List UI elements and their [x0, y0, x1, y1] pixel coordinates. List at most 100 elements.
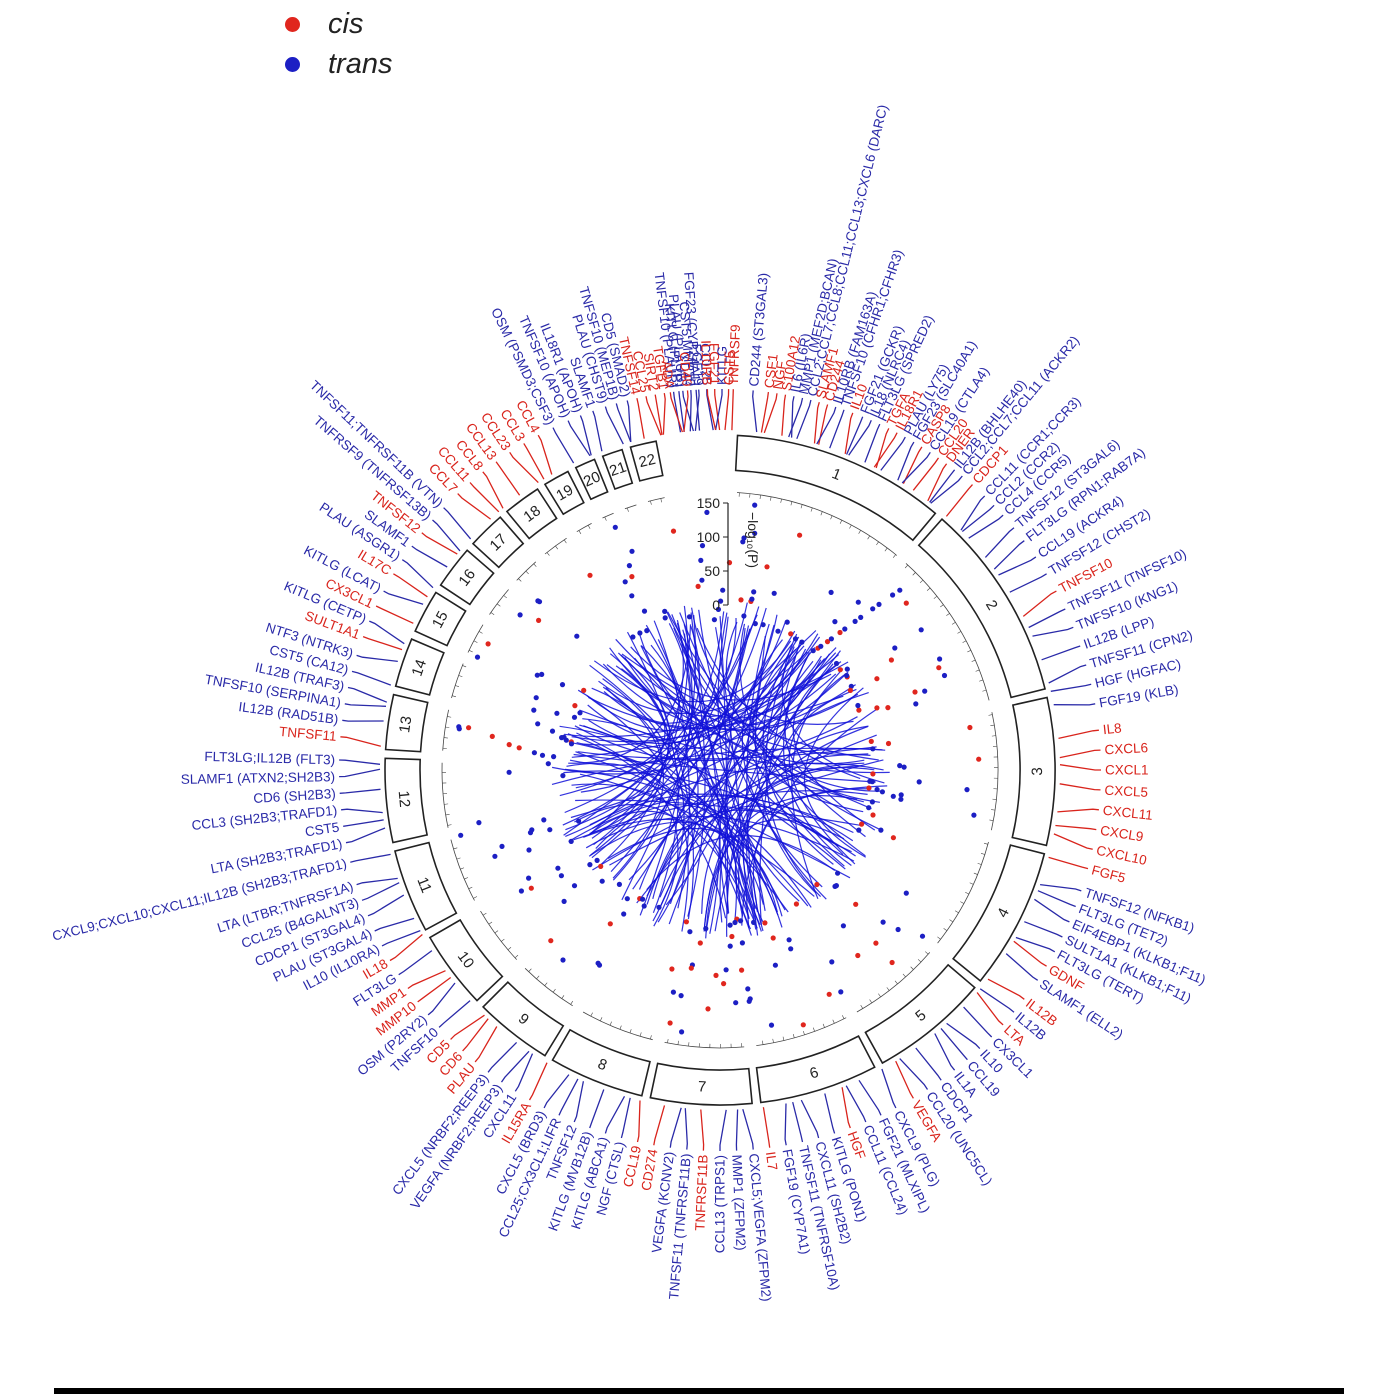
leader-line: [1048, 664, 1087, 684]
tick-mark: [989, 819, 994, 821]
leader-line: [592, 410, 603, 452]
leader-line: [792, 1101, 804, 1143]
tick-mark: [910, 966, 914, 970]
tick-mark: [462, 665, 467, 668]
tick-mark: [892, 554, 896, 558]
tick-mark: [518, 578, 522, 582]
leader-line: [841, 1087, 851, 1129]
tick-mark: [445, 726, 450, 728]
cis-point: [581, 687, 587, 694]
chromosome-segment-8: [551, 1028, 651, 1097]
trans-point: [549, 728, 556, 734]
trans-point: [641, 608, 648, 614]
trans-link: [746, 623, 770, 936]
leader-line: [1022, 590, 1057, 617]
trans-point: [622, 579, 628, 585]
tick-mark: [447, 716, 452, 718]
chromosome-label-18: 18: [521, 502, 545, 526]
trans-point: [561, 898, 567, 905]
trans-point: [752, 621, 758, 627]
trans-point: [751, 589, 757, 595]
cis-point: [670, 528, 677, 534]
trans-point: [971, 812, 977, 818]
cis-point: [912, 689, 918, 695]
tick-mark: [460, 867, 465, 870]
trans-dot-icon: [285, 56, 300, 72]
trans-point: [898, 796, 904, 802]
chromosome-segment-7: [649, 1062, 753, 1106]
leader-line: [1059, 783, 1101, 791]
trans-point: [818, 643, 824, 649]
tick-mark: [977, 862, 982, 865]
leader-line: [934, 1033, 956, 1071]
leader-line: [389, 934, 423, 962]
leader-line: [848, 420, 872, 456]
gene-label: CST5: [721, 350, 737, 385]
tick-arc-22: [647, 497, 665, 502]
trans-point: [554, 710, 560, 716]
tick-mark: [832, 1019, 835, 1024]
trans-point: [784, 619, 790, 625]
leader-line: [706, 389, 717, 431]
tick-mark: [667, 1038, 669, 1044]
tick-mark: [971, 659, 976, 662]
chromosome-segment-4: [952, 844, 1046, 982]
trans-links: [551, 602, 890, 939]
leader-line: [474, 1026, 498, 1063]
leader-line: [374, 917, 415, 932]
leader-line: [356, 654, 398, 663]
gene-label: CXCL6: [1104, 740, 1148, 757]
tick-mark: [983, 842, 988, 845]
leader-line: [342, 719, 384, 722]
trans-point: [559, 735, 565, 741]
trans-link: [668, 652, 837, 925]
trans-point: [704, 509, 710, 515]
trans-point: [829, 959, 835, 965]
tick-mark: [839, 520, 843, 524]
leader-line: [824, 1093, 836, 1134]
trans-point: [870, 746, 876, 752]
cis-point: [764, 564, 770, 570]
tick-mark: [639, 1032, 642, 1037]
trans-point: [964, 787, 970, 793]
leader-line: [573, 1081, 585, 1123]
leader-line: [760, 392, 770, 433]
cis-point: [729, 933, 735, 940]
leader-line: [724, 389, 730, 431]
leader-line: [899, 1058, 929, 1090]
trans-point: [499, 843, 505, 850]
trans-point: [527, 830, 534, 836]
chromosome-segment-22: [629, 440, 664, 482]
trans-link: [696, 627, 861, 780]
leader-line: [443, 507, 472, 540]
leader-line: [844, 412, 854, 454]
leader-line: [620, 1097, 631, 1139]
trans-link: [784, 654, 880, 803]
tick-mark: [967, 650, 972, 653]
trans-point: [630, 634, 636, 640]
tick-mark: [494, 930, 499, 934]
trans-point: [727, 922, 733, 928]
tick-mark: [445, 813, 450, 816]
chromosome-segment-3: [1011, 696, 1056, 847]
chromosome-segment-11: [393, 841, 458, 931]
cis-point: [788, 631, 794, 637]
trans-link: [575, 751, 851, 879]
trans-point: [858, 614, 864, 621]
cis-point: [797, 532, 803, 538]
trans-point: [880, 919, 886, 925]
leader-line: [636, 1100, 641, 1143]
leader-line: [1032, 626, 1074, 637]
trans-link: [626, 631, 695, 920]
tick-arc-8: [582, 1011, 653, 1041]
gene-label: CD40: [677, 351, 695, 387]
leader-line: [752, 390, 758, 433]
cis-point: [824, 639, 831, 645]
tick-mark: [772, 1038, 774, 1043]
trans-point: [644, 628, 650, 634]
trans-point: [916, 779, 922, 785]
trans-point: [629, 548, 635, 554]
y-tick-label: 150: [697, 495, 721, 511]
trans-point: [686, 614, 693, 620]
tick-mark: [496, 603, 501, 607]
